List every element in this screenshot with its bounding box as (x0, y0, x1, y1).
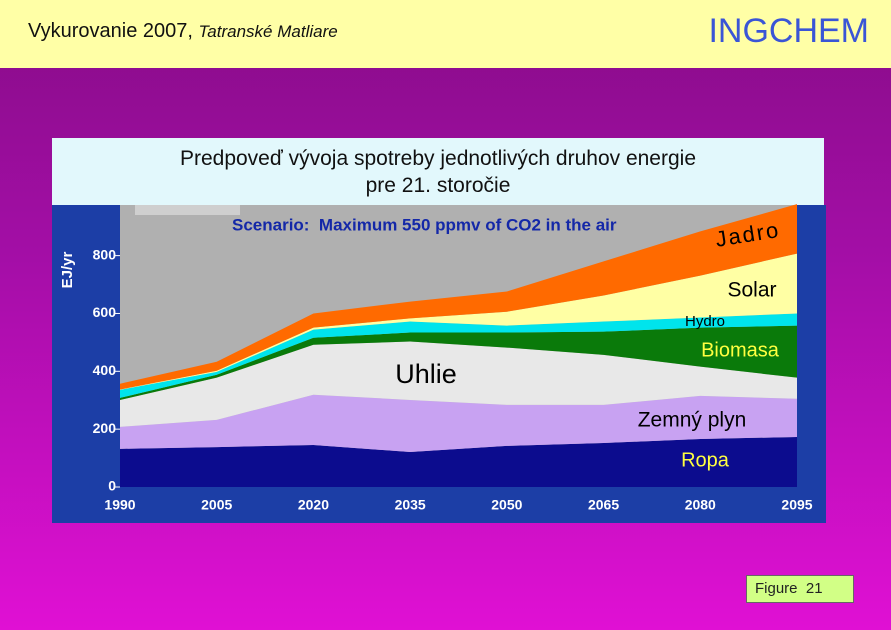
y-tick-label: 600 (93, 304, 117, 320)
y-tick-label: 200 (93, 420, 117, 436)
y-tick-label: 0 (108, 478, 116, 494)
brand: INGCHEM (708, 12, 869, 50)
x-tick-label: 2020 (298, 497, 329, 513)
x-tick-label: 2080 (685, 497, 716, 513)
x-tick-label: 2050 (491, 497, 522, 513)
y-tick-label: 800 (93, 246, 117, 262)
y-axis-label: EJ/yr (59, 251, 76, 288)
series-label: Uhlie (395, 359, 457, 389)
area (120, 253, 797, 390)
area (120, 313, 797, 398)
x-tick-label: 2005 (201, 497, 232, 513)
title-line: pre 21. storočie (365, 174, 511, 197)
header: Vykurovanie 2007, Tatranské Matliare ING… (0, 0, 891, 68)
x-tick-label: 2095 (781, 497, 812, 513)
series-label: Ropa (681, 449, 730, 471)
series-label: Zemný plyn (638, 409, 747, 432)
series-label: Biomasa (701, 339, 780, 361)
y-tick-label: 400 (93, 362, 117, 378)
area (120, 325, 797, 400)
decor (135, 205, 240, 215)
location: Tatranské Matliare (198, 22, 338, 41)
header-title: Vykurovanie 2007, Tatranské Matliare (28, 20, 338, 43)
series-label: Hydro (685, 313, 725, 330)
subtitle: Scenario: Maximum 550 ppmv of CO2 in the… (232, 215, 617, 234)
title-line: Predpoveď vývoja spotreby jednotlivých d… (179, 147, 697, 170)
x-tick-label: 1990 (104, 497, 135, 513)
series-label: Solar (727, 279, 776, 302)
area (120, 204, 797, 390)
x-tick-label: 2035 (395, 497, 426, 513)
title: Vykurovanie 2007, (28, 20, 193, 42)
figure-label: Figure 21 (746, 575, 854, 603)
chart-title: Predpoveď vývoja spotreby jednotlivých d… (52, 138, 824, 205)
x-tick-label: 2065 (588, 497, 619, 513)
area (120, 394, 797, 453)
area (120, 341, 797, 427)
area (120, 436, 797, 487)
